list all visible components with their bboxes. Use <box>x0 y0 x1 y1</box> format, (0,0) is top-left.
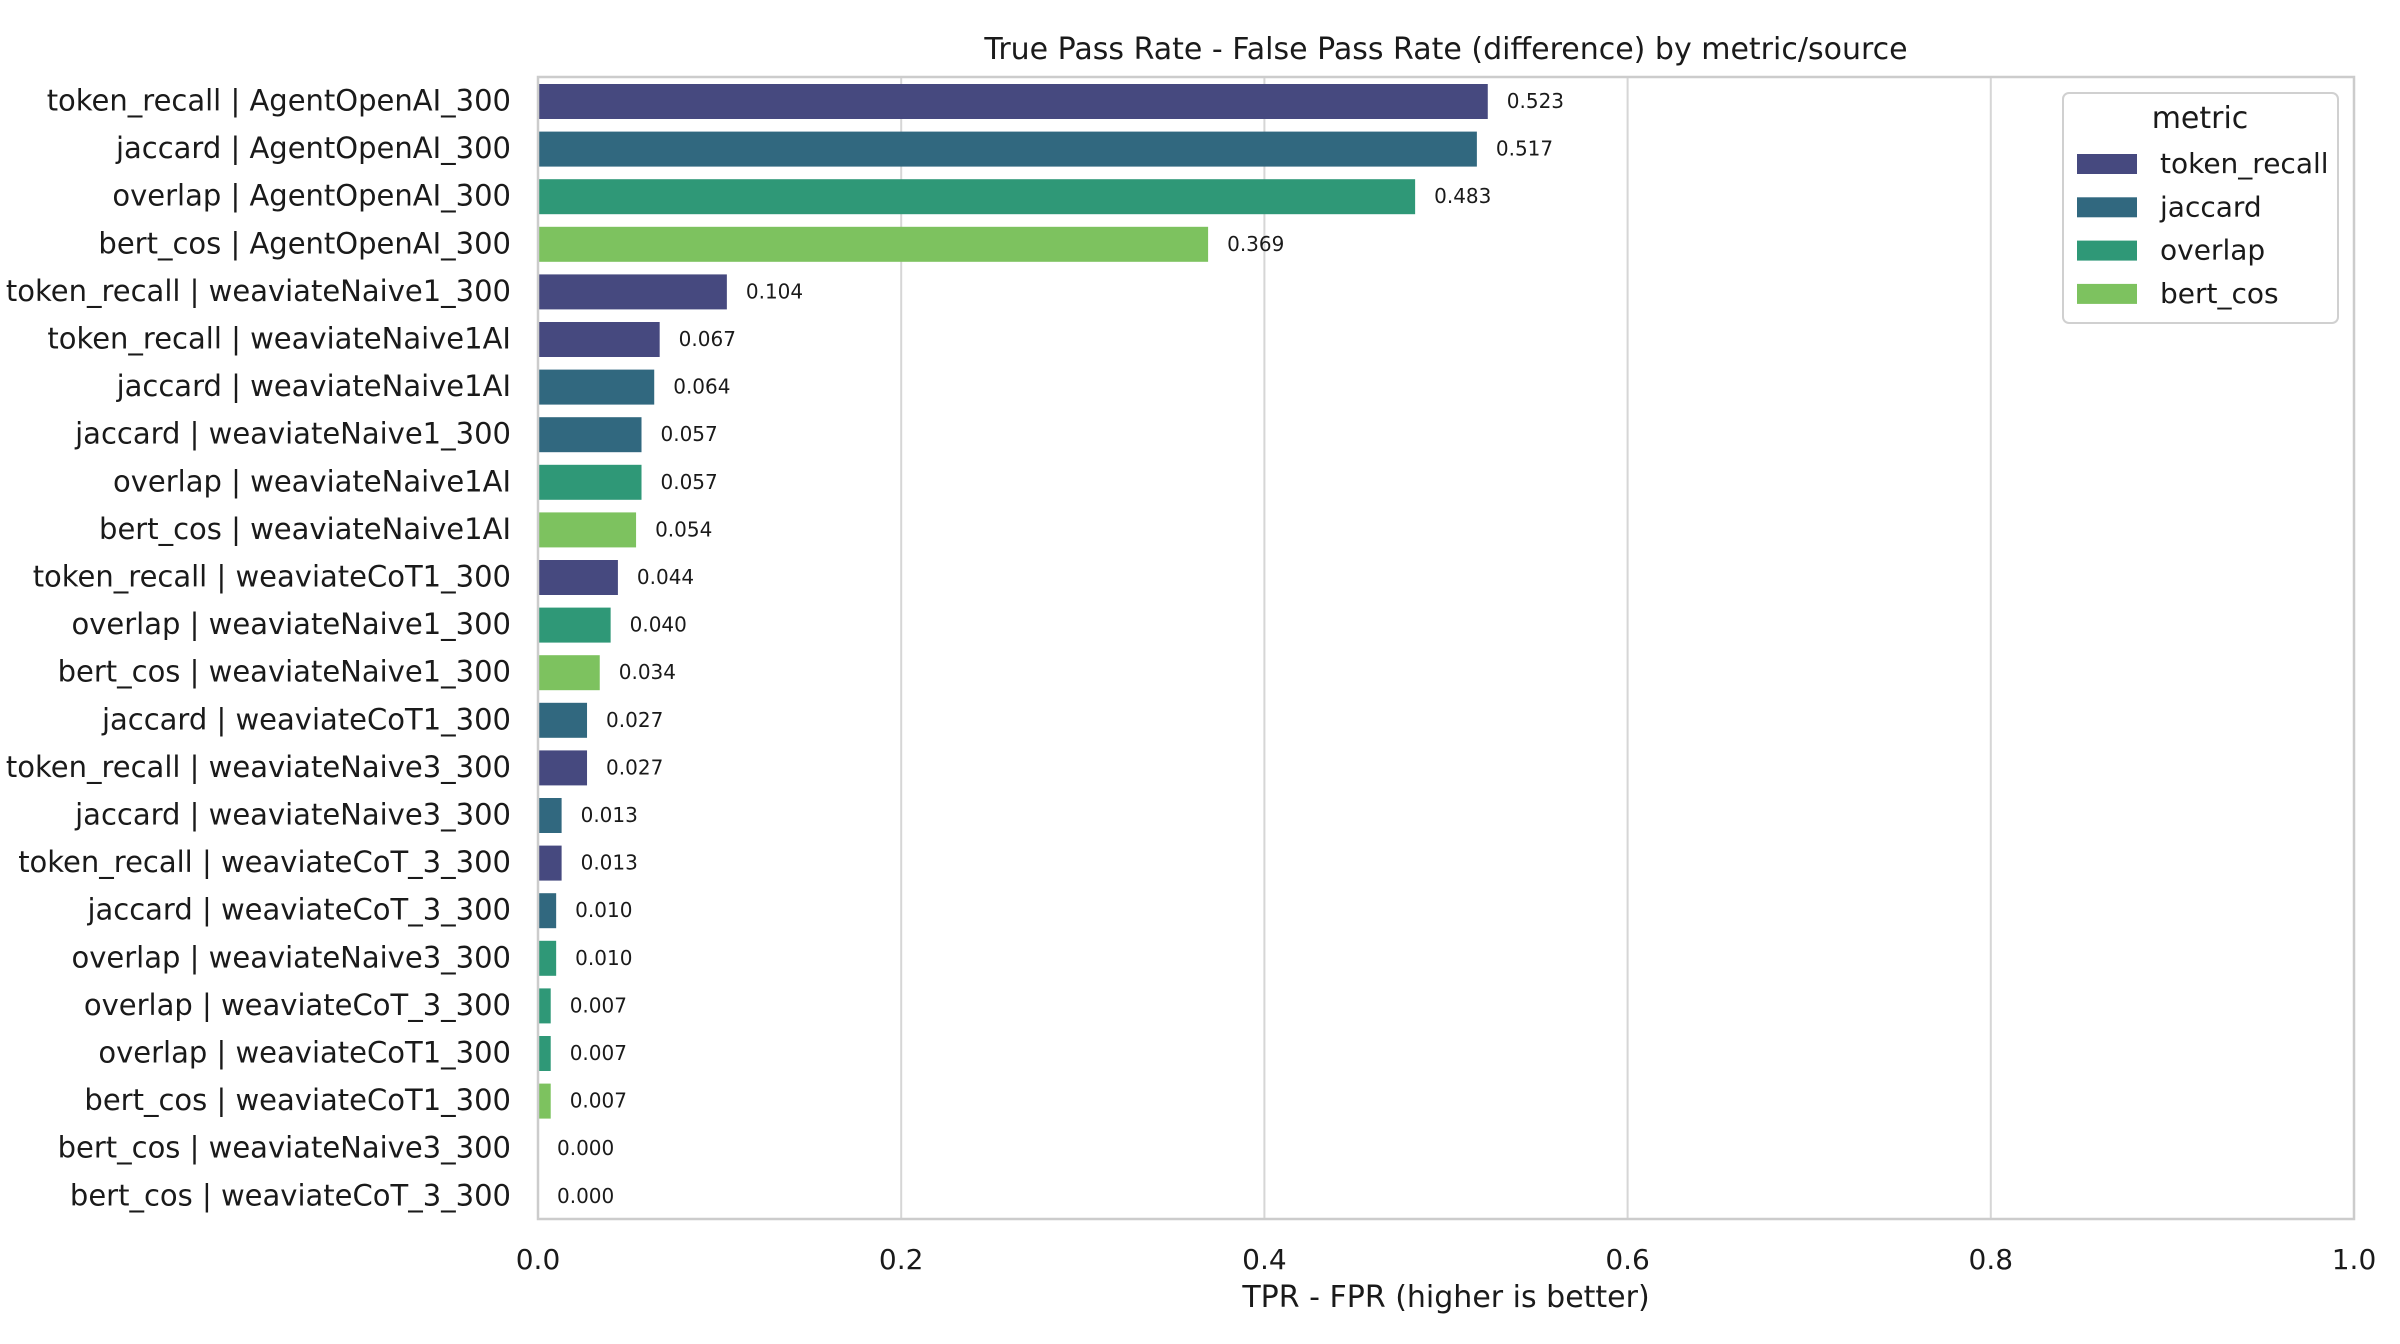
y-tick-label: jaccard | weaviateCoT1_300 <box>101 702 511 736</box>
bar <box>538 988 551 1024</box>
legend-swatch <box>2077 197 2137 218</box>
y-tick-label: token_recall | weaviateNaive1AI <box>47 322 511 356</box>
y-tick-label: jaccard | weaviateNaive1_300 <box>74 417 511 451</box>
bar <box>538 179 1416 215</box>
bar-value-label: 0.010 <box>575 898 632 922</box>
bar-value-label: 0.013 <box>581 851 638 875</box>
bar-value-label: 0.000 <box>557 1184 614 1208</box>
bar-value-label: 0.523 <box>1507 89 1564 113</box>
x-tick-label: 0.6 <box>1605 1243 1650 1276</box>
bar-value-label: 0.483 <box>1434 184 1491 208</box>
y-tick-label: bert_cos | AgentOpenAI_300 <box>98 226 511 260</box>
legend-swatch <box>2077 240 2137 261</box>
bar-value-label: 0.044 <box>637 565 694 589</box>
y-tick-label: overlap | weaviateCoT1_300 <box>98 1036 511 1070</box>
bar <box>538 274 727 310</box>
y-tick-label: jaccard | weaviateNaive1AI <box>116 369 511 403</box>
bar <box>538 845 562 881</box>
bar <box>538 940 557 976</box>
bar <box>538 560 618 595</box>
bar-value-label: 0.517 <box>1496 137 1553 161</box>
bar <box>538 464 642 500</box>
bar <box>538 750 588 786</box>
bar-value-label: 0.064 <box>673 375 730 399</box>
x-tick-label: 0.0 <box>516 1243 561 1276</box>
y-tick-label: token_recall | weaviateNaive3_300 <box>6 750 511 784</box>
bar-value-label: 0.007 <box>570 993 627 1017</box>
y-tick-label: overlap | weaviateNaive3_300 <box>72 940 511 974</box>
y-tick-label: bert_cos | weaviateCoT1_300 <box>84 1083 511 1117</box>
legend-swatch <box>2077 283 2137 304</box>
legend-label: jaccard <box>2159 190 2262 223</box>
bar <box>538 702 588 738</box>
bars <box>538 84 1488 1119</box>
bar <box>538 893 557 929</box>
y-tick-label: token_recall | AgentOpenAI_300 <box>47 84 511 118</box>
chart-title: True Pass Rate - False Pass Rate (differ… <box>983 32 1907 67</box>
legend-label: bert_cos <box>2160 277 2279 310</box>
x-tick-label: 0.8 <box>1969 1243 2014 1276</box>
legend-title: metric <box>2152 101 2249 136</box>
bar <box>538 607 611 643</box>
legend-box <box>2062 92 2339 324</box>
x-tick-label: 0.4 <box>1242 1243 1287 1276</box>
y-tick-label: bert_cos | weaviateCoT_3_300 <box>70 1178 511 1212</box>
y-tick-label: bert_cos | weaviateNaive1_300 <box>58 655 511 689</box>
y-tick-label: overlap | AgentOpenAI_300 <box>112 179 511 213</box>
bar <box>538 84 1488 119</box>
bar-value-label: 0.057 <box>661 422 718 446</box>
bar <box>538 131 1477 167</box>
legend-swatch <box>2077 154 2137 174</box>
y-tick-label: token_recall | weaviateCoT1_300 <box>33 560 511 594</box>
bar-value-label: 0.013 <box>581 803 638 827</box>
bar-value-label: 0.369 <box>1227 232 1284 256</box>
x-axis-ticks: 0.0 0.2 0.4 0.6 0.8 1.0 <box>516 1243 2377 1276</box>
bar <box>538 417 642 453</box>
y-tick-label: jaccard | AgentOpenAI_300 <box>115 131 511 165</box>
legend-label: token_recall <box>2160 147 2329 180</box>
bar-value-label: 0.000 <box>557 1136 614 1160</box>
bar-value-label: 0.057 <box>661 470 718 494</box>
y-tick-label: overlap | weaviateNaive1AI <box>113 464 511 498</box>
y-tick-label: overlap | weaviateNaive1_300 <box>72 607 511 641</box>
bar-value-label: 0.040 <box>630 613 687 637</box>
plot-frame <box>536 75 2356 1221</box>
x-tick-label: 1.0 <box>2332 1243 2377 1276</box>
y-tick-label: token_recall | weaviateCoT_3_300 <box>18 845 511 879</box>
bar-value-label: 0.010 <box>575 946 632 970</box>
y-tick-label: bert_cos | weaviateNaive1AI <box>99 512 511 546</box>
bar-value-label: 0.007 <box>570 1089 627 1113</box>
bar <box>538 1036 551 1071</box>
bar-value-label: 0.007 <box>570 1041 627 1065</box>
bar <box>538 655 600 691</box>
bar <box>538 226 1209 262</box>
bar <box>538 512 637 548</box>
y-tick-label: bert_cos | weaviateNaive3_300 <box>58 1131 511 1165</box>
bar <box>538 1083 551 1119</box>
bar-value-label: 0.067 <box>679 327 736 351</box>
y-tick-label: token_recall | weaviateNaive1_300 <box>6 274 511 308</box>
y-tick-label: overlap | weaviateCoT_3_300 <box>84 988 511 1022</box>
bar <box>538 322 660 357</box>
x-tick-label: 0.2 <box>879 1243 924 1276</box>
bar <box>538 798 562 833</box>
bar-value-label: 0.104 <box>746 279 803 303</box>
bar-value-label: 0.027 <box>606 755 663 779</box>
bar-value-label: 0.034 <box>619 660 676 684</box>
y-tick-label: jaccard | weaviateCoT_3_300 <box>86 893 511 927</box>
y-tick-label: jaccard | weaviateNaive3_300 <box>74 798 511 832</box>
bar-value-label: 0.027 <box>606 708 663 732</box>
gridlines <box>900 77 1992 1219</box>
legend-label: overlap <box>2160 234 2265 267</box>
bar <box>538 369 655 405</box>
x-axis-label: TPR - FPR (higher is better) <box>1241 1280 1649 1315</box>
bar-value-label: 0.054 <box>655 517 712 541</box>
